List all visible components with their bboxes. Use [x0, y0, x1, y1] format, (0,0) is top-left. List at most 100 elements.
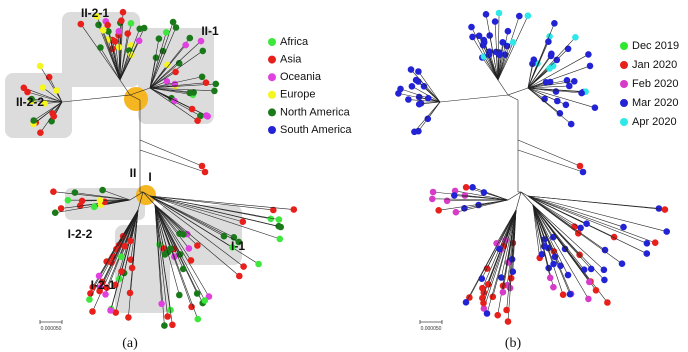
- branch: [129, 94, 141, 101]
- leaf: [96, 197, 104, 204]
- trees: [20, 8, 670, 329]
- leaf: [571, 78, 578, 85]
- leaf: [420, 83, 428, 90]
- leaf: [118, 268, 125, 275]
- branch: [149, 44, 186, 89]
- leaf: [64, 196, 72, 204]
- clade-label: II-2-2: [16, 95, 44, 109]
- leaf: [479, 294, 486, 302]
- branch: [517, 149, 584, 173]
- leaf: [498, 274, 505, 281]
- branch: [149, 195, 280, 240]
- leaf: [550, 233, 557, 241]
- leaf: [546, 65, 553, 72]
- leaf: [197, 37, 205, 45]
- clade-label: II-2-1: [81, 6, 109, 20]
- branch: [471, 27, 499, 81]
- branch: [527, 87, 582, 94]
- branch: [149, 87, 198, 121]
- leaf: [186, 89, 193, 97]
- leaf: [118, 253, 125, 261]
- leaf: [185, 245, 193, 252]
- tree: [20, 8, 298, 329]
- leaf: [504, 27, 512, 35]
- leaf: [408, 83, 416, 90]
- leaf: [187, 257, 195, 264]
- leaf: [478, 275, 486, 283]
- leaf: [198, 162, 206, 170]
- leaf: [462, 299, 470, 306]
- leaf: [89, 308, 96, 315]
- leaf: [95, 21, 102, 29]
- leaf: [482, 11, 490, 18]
- branch: [53, 191, 131, 201]
- leaf: [277, 223, 285, 231]
- leaf: [661, 206, 669, 213]
- branch: [527, 195, 647, 244]
- leaf: [194, 117, 201, 124]
- legend-swatch: [620, 118, 628, 126]
- branch: [414, 101, 441, 133]
- branch: [527, 81, 575, 89]
- branch: [130, 209, 139, 241]
- branch: [497, 42, 503, 81]
- branch: [506, 209, 517, 311]
- leaf: [193, 290, 201, 297]
- leaf: [255, 260, 262, 268]
- legend-swatch: [620, 61, 628, 69]
- leaf: [516, 12, 523, 20]
- leaf: [587, 265, 595, 273]
- leaf: [547, 52, 555, 60]
- leaf: [530, 56, 538, 63]
- branch: [482, 57, 499, 81]
- leaf: [186, 34, 194, 42]
- branch: [532, 204, 590, 283]
- leaf: [164, 313, 171, 320]
- leaf: [591, 104, 599, 111]
- leaf: [121, 242, 129, 250]
- labels: Africa Asia Oceania Europe North America Sout…: [16, 6, 679, 351]
- legend-label: Africa: [280, 36, 309, 48]
- leaf: [203, 112, 210, 119]
- branch: [497, 15, 520, 81]
- branch: [80, 23, 121, 81]
- leaf: [566, 82, 573, 90]
- leaf: [643, 240, 651, 247]
- leaf: [462, 184, 470, 191]
- leaf: [111, 38, 119, 45]
- clade-box: [138, 28, 214, 124]
- leaf: [576, 162, 584, 170]
- leaf: [198, 73, 206, 81]
- branch: [149, 195, 244, 267]
- leaf: [175, 59, 183, 67]
- branch: [149, 82, 206, 89]
- branch: [154, 204, 210, 297]
- leaf: [95, 272, 103, 280]
- clade-boxes: [5, 12, 242, 313]
- branch: [483, 42, 499, 81]
- leaf: [86, 296, 93, 303]
- legend-label: Dec 2019: [632, 40, 679, 52]
- leaf: [53, 87, 60, 94]
- branch: [149, 38, 160, 89]
- leaf: [469, 33, 476, 41]
- leaf: [161, 251, 169, 258]
- leaf: [220, 232, 228, 240]
- branch: [139, 139, 203, 167]
- node-highlight: [124, 87, 148, 111]
- leaf: [407, 66, 415, 73]
- leaf: [575, 230, 582, 237]
- leaf: [124, 30, 131, 37]
- legend-swatch: [620, 80, 628, 88]
- branch: [149, 71, 176, 89]
- leaf: [601, 246, 609, 254]
- clade-label: I-2-1: [91, 278, 116, 292]
- branch: [507, 87, 529, 96]
- legend-swatch: [620, 99, 628, 107]
- leaf: [136, 25, 143, 33]
- legend-label: Jan 2020: [632, 59, 677, 71]
- branch: [532, 204, 554, 265]
- leaf: [51, 209, 59, 216]
- legend-swatch: [268, 55, 276, 64]
- branch: [527, 195, 581, 229]
